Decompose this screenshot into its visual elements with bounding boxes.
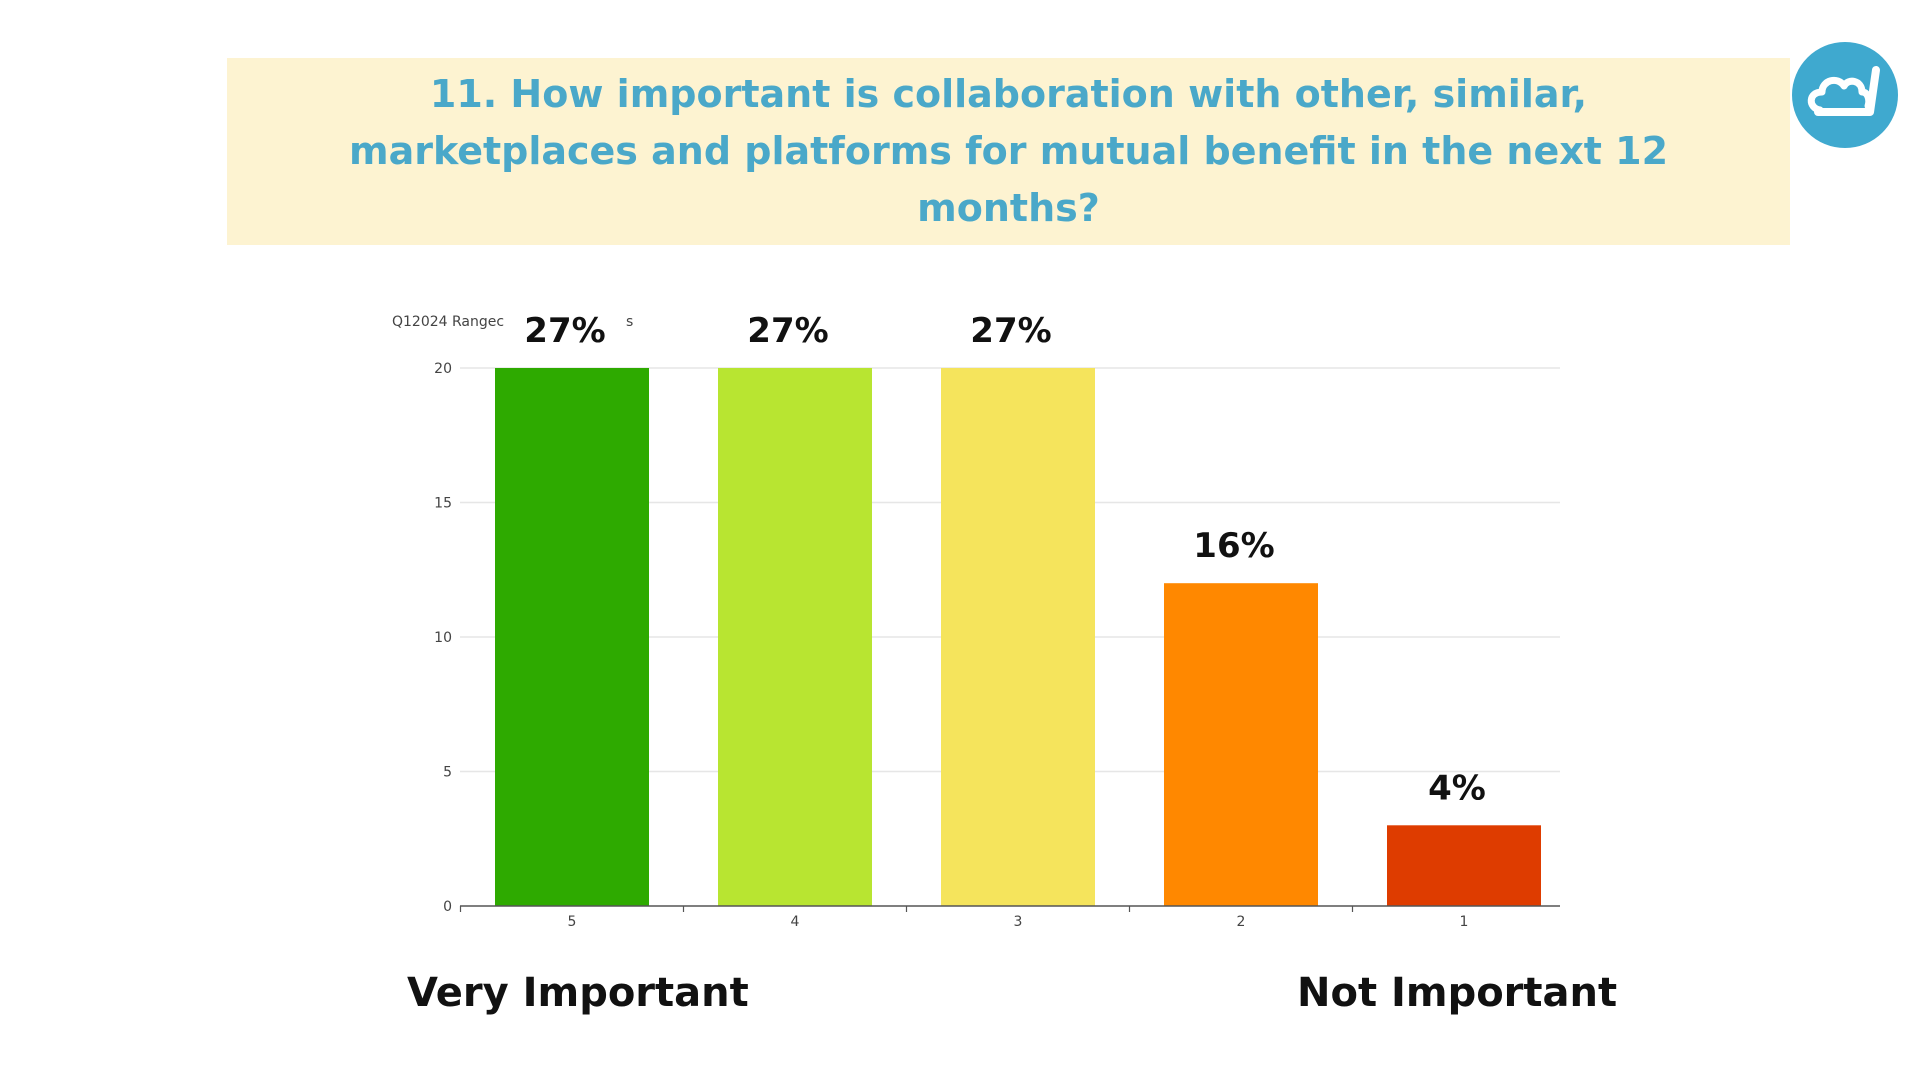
x-tick-label: 5 <box>568 914 577 930</box>
chart-source-fragment: s <box>626 314 633 330</box>
bar-1 <box>1387 825 1541 906</box>
x-tick-label: 4 <box>791 914 800 930</box>
y-tick-label: 5 <box>443 765 452 781</box>
bar-3 <box>941 368 1095 906</box>
data-label: 27% <box>524 311 605 351</box>
data-label: 4% <box>1428 768 1486 808</box>
data-label: 27% <box>970 311 1051 351</box>
y-tick-label: 10 <box>434 630 452 646</box>
cloud-cart-icon <box>1790 40 1900 150</box>
x-tick-label: 3 <box>1014 914 1023 930</box>
x-tick-label: 2 <box>1237 914 1246 930</box>
chart-source-label: Q12024 Rangec <box>392 314 504 330</box>
y-tick-label: 0 <box>443 899 452 915</box>
bar-4 <box>718 368 872 906</box>
data-label: 16% <box>1193 526 1274 566</box>
y-tick-label: 15 <box>434 496 452 512</box>
bar-2 <box>1164 583 1318 906</box>
not-important-label: Not Important <box>1297 970 1618 1016</box>
bar-5 <box>495 368 649 906</box>
data-label: 27% <box>747 311 828 351</box>
x-tick-label: 1 <box>1460 914 1469 930</box>
y-tick-label: 20 <box>434 361 452 377</box>
title-banner: 11. How important is collaboration with … <box>227 58 1790 245</box>
very-important-label: Very Important <box>407 970 749 1016</box>
page-title: 11. How important is collaboration with … <box>348 72 1669 230</box>
